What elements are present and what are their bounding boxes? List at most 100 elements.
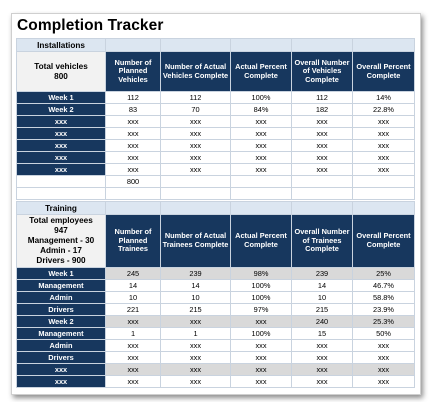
data-cell[interactable]: xxx (352, 351, 415, 364)
data-cell[interactable]: 10 (105, 291, 161, 304)
data-cell[interactable]: 10 (160, 291, 231, 304)
data-cell[interactable]: xxx (230, 363, 292, 376)
spacer-cell (230, 175, 292, 188)
data-cell[interactable]: 182 (291, 103, 353, 116)
data-cell[interactable]: 239 (291, 267, 353, 280)
spacer-cell (352, 187, 415, 200)
data-cell[interactable]: xxx (352, 139, 415, 152)
data-cell[interactable]: 112 (291, 91, 353, 104)
data-cell[interactable]: xxx (230, 351, 292, 364)
data-cell[interactable]: xxx (105, 375, 161, 388)
table-row: Week 2 83 70 84% 182 22.8% (16, 103, 415, 116)
data-cell[interactable]: xxx (230, 375, 292, 388)
data-cell[interactable]: 100% (230, 291, 292, 304)
data-cell[interactable]: 14% (352, 91, 415, 104)
data-cell[interactable]: xxx (105, 315, 161, 328)
data-cell[interactable]: xxx (105, 363, 161, 376)
data-cell[interactable]: 245 (105, 267, 161, 280)
table-row: Drivers 221 215 97% 215 23.9% (16, 303, 415, 316)
data-cell[interactable]: 1 (160, 327, 231, 340)
data-cell[interactable]: xxx (105, 351, 161, 364)
data-cell[interactable]: xxx (160, 363, 231, 376)
data-cell[interactable]: 23.9% (352, 303, 415, 316)
data-cell[interactable]: 84% (230, 103, 292, 116)
table-row: xxx xxx xxx xxx xxx xxx (16, 363, 415, 376)
data-cell[interactable]: xxx (352, 163, 415, 176)
col-header-planned: Number of Planned Vehicles (105, 51, 161, 92)
table-row: Admin xxx xxx xxx xxx xxx (16, 339, 415, 352)
data-cell[interactable]: 10 (291, 291, 353, 304)
data-cell[interactable]: xxx (160, 151, 231, 164)
data-cell[interactable]: 98% (230, 267, 292, 280)
blank-header-cell (230, 201, 292, 215)
data-cell[interactable]: xxx (105, 339, 161, 352)
data-cell[interactable]: xxx (160, 115, 231, 128)
row-label: xxx (16, 127, 106, 140)
data-cell[interactable]: xxx (160, 339, 231, 352)
data-cell[interactable]: xxx (291, 127, 353, 140)
data-cell[interactable]: xxx (230, 315, 292, 328)
data-cell[interactable]: xxx (291, 163, 353, 176)
data-cell[interactable]: 112 (105, 91, 161, 104)
data-cell[interactable]: xxx (160, 375, 231, 388)
data-cell[interactable]: xxx (352, 127, 415, 140)
data-cell[interactable]: xxx (230, 151, 292, 164)
total-vehicles-value: 800 (54, 71, 68, 81)
data-cell[interactable]: xxx (230, 339, 292, 352)
data-cell[interactable]: 239 (160, 267, 231, 280)
data-cell[interactable]: 15 (291, 327, 353, 340)
data-cell[interactable]: xxx (291, 339, 353, 352)
data-cell[interactable]: xxx (291, 139, 353, 152)
data-cell[interactable]: xxx (160, 139, 231, 152)
row-label: Admin (16, 291, 106, 304)
data-cell[interactable]: xxx (230, 115, 292, 128)
data-cell[interactable]: 112 (160, 91, 231, 104)
data-cell[interactable]: xxx (291, 375, 353, 388)
data-cell[interactable]: xxx (230, 127, 292, 140)
data-cell[interactable]: xxx (105, 163, 161, 176)
data-cell[interactable]: xxx (230, 163, 292, 176)
data-cell[interactable]: 14 (291, 279, 353, 292)
data-cell[interactable]: xxx (291, 151, 353, 164)
data-cell[interactable]: xxx (291, 363, 353, 376)
data-cell[interactable]: 100% (230, 327, 292, 340)
data-cell[interactable]: 58.8% (352, 291, 415, 304)
col-header-overall-percent: Overall Percent Complete (352, 51, 415, 92)
data-cell[interactable]: 14 (105, 279, 161, 292)
data-cell[interactable]: xxx (160, 127, 231, 140)
data-cell[interactable]: 215 (160, 303, 231, 316)
data-cell[interactable]: xxx (291, 351, 353, 364)
data-cell[interactable]: xxx (230, 139, 292, 152)
data-cell[interactable]: xxx (352, 339, 415, 352)
data-cell[interactable]: xxx (105, 115, 161, 128)
data-cell[interactable]: 14 (160, 279, 231, 292)
data-cell[interactable]: xxx (105, 151, 161, 164)
data-cell[interactable]: xxx (352, 115, 415, 128)
data-cell[interactable]: 97% (230, 303, 292, 316)
col-header-actual: Number of Actual Vehicles Complete (160, 51, 231, 92)
data-cell[interactable]: xxx (291, 115, 353, 128)
data-cell[interactable]: 70 (160, 103, 231, 116)
data-cell[interactable]: 25% (352, 267, 415, 280)
data-cell[interactable]: xxx (160, 351, 231, 364)
data-cell[interactable]: 83 (105, 103, 161, 116)
data-cell[interactable]: xxx (105, 127, 161, 140)
data-cell[interactable]: 240 (291, 315, 353, 328)
data-cell[interactable]: 221 (105, 303, 161, 316)
data-cell[interactable]: 22.8% (352, 103, 415, 116)
data-cell[interactable]: 46.7% (352, 279, 415, 292)
blank-header-cell (291, 201, 353, 215)
data-cell[interactable]: 215 (291, 303, 353, 316)
data-cell[interactable]: 1 (105, 327, 161, 340)
data-cell[interactable]: 50% (352, 327, 415, 340)
data-cell[interactable]: 100% (230, 91, 292, 104)
data-cell[interactable]: 100% (230, 279, 292, 292)
data-cell[interactable]: xxx (352, 363, 415, 376)
total-planned-vehicles[interactable]: 800 (105, 175, 161, 188)
data-cell[interactable]: xxx (105, 139, 161, 152)
data-cell[interactable]: xxx (160, 315, 231, 328)
data-cell[interactable]: xxx (352, 151, 415, 164)
data-cell[interactable]: xxx (160, 163, 231, 176)
data-cell[interactable]: xxx (352, 375, 415, 388)
data-cell[interactable]: 25.3% (352, 315, 415, 328)
